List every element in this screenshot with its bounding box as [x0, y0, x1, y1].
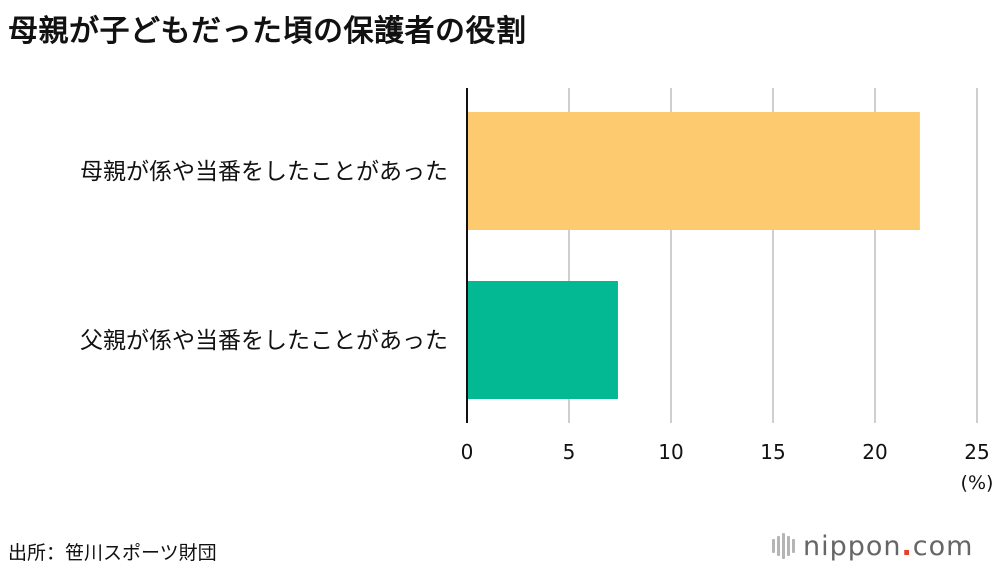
bar [467, 281, 618, 399]
tick-label: 10 [658, 440, 683, 464]
sound-bars-icon [772, 533, 795, 559]
x-unit-label: (%) [961, 472, 994, 494]
logo-wordmark: nippon.com [803, 531, 973, 562]
chart-title: 母親が子どもだった頃の保護者の役割 [8, 14, 527, 49]
source-note: 出所：笹川スポーツ財団 [8, 542, 217, 564]
tick-label: 5 [563, 440, 576, 464]
tick-label: 15 [760, 440, 785, 464]
tick-label: 20 [862, 440, 887, 464]
logo-dot: . [901, 530, 913, 562]
logo-name: nippon [803, 530, 902, 562]
nippon-logo: nippon.com [772, 528, 973, 564]
logo-tld: com [912, 530, 974, 562]
bar [467, 112, 920, 230]
tick-label: 25 [964, 440, 989, 464]
category-label: 父親が係や当番をしたことがあった [80, 328, 448, 354]
category-label: 母親が係や当番をしたことがあった [80, 159, 448, 185]
tick-label: 0 [461, 440, 474, 464]
